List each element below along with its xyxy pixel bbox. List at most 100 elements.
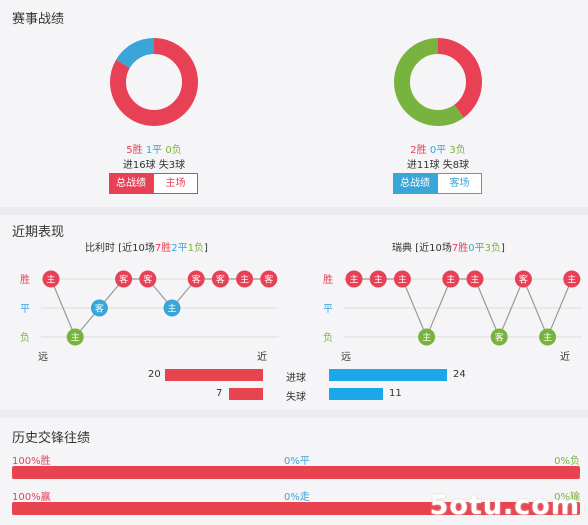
section-title: 近期表现 bbox=[12, 225, 65, 240]
form-point bbox=[393, 270, 411, 288]
team-name: 瑞典 bbox=[392, 243, 412, 254]
form-venue-label: 主 bbox=[446, 274, 455, 286]
recent-losses: 1负 bbox=[187, 243, 204, 254]
summary-suffix: ] bbox=[500, 243, 505, 254]
h2h-lose-pct: 0%输 bbox=[554, 492, 580, 503]
h2h-draw-pct: 0%平 bbox=[284, 456, 310, 467]
home-record-tabs: 总战绩 主场 bbox=[109, 173, 198, 194]
away-form-header: 瑞典 [近10场7胜0平3负] bbox=[392, 239, 505, 254]
form-venue-label: 客 bbox=[119, 274, 128, 286]
record-panel: 赛事战绩 5胜 1平 0负 进16球 失3球 2胜 0平 3负 进11球 失8球… bbox=[0, 0, 588, 207]
form-point bbox=[187, 270, 205, 288]
h2h-handicap-bar bbox=[12, 502, 580, 515]
home-conceded-bar bbox=[228, 388, 263, 400]
form-point bbox=[211, 270, 229, 288]
form-venue-label: 主 bbox=[46, 274, 55, 286]
far-label: 远 bbox=[341, 352, 351, 363]
form-venue-label: 主 bbox=[543, 332, 552, 344]
win-count: 2胜 bbox=[410, 145, 427, 156]
summary-prefix: [近10场 bbox=[415, 243, 452, 254]
h2h-cover-pct: 100%赢 bbox=[12, 492, 51, 503]
loss-count: 3负 bbox=[449, 145, 466, 156]
tab-overall[interactable]: 总战绩 bbox=[393, 173, 437, 194]
donut-slice-draw bbox=[110, 38, 198, 126]
scored-label: 进球 bbox=[286, 373, 306, 384]
form-line bbox=[50, 278, 269, 339]
away-conceded-value: 11 bbox=[389, 388, 402, 399]
form-point bbox=[514, 270, 532, 288]
axis-win-label: 胜 bbox=[323, 275, 333, 286]
form-venue-label: 主 bbox=[240, 274, 249, 286]
home-goals-summary: 进16球 失3球 bbox=[122, 160, 186, 171]
away-record-counts: 2胜 0平 3负 bbox=[338, 141, 538, 156]
tab-away[interactable]: 客场 bbox=[437, 173, 482, 194]
h2h-win-pct: 100%胜 bbox=[12, 456, 51, 467]
recent-form-panel: 近期表现 比利时 [近10场7胜2平1负] 瑞典 [近10场7胜0平3负] 胜 … bbox=[0, 215, 588, 410]
tab-home[interactable]: 主场 bbox=[153, 173, 198, 194]
section-title: 赛事战绩 bbox=[12, 12, 65, 27]
recent-draws: 0平 bbox=[468, 243, 485, 254]
form-venue-label: 主 bbox=[567, 274, 576, 286]
axis-draw-label: 平 bbox=[323, 304, 333, 315]
recent-wins: 7胜 bbox=[154, 243, 172, 254]
draw-count: 1平 bbox=[145, 145, 163, 156]
team-name: 比利时 bbox=[85, 243, 115, 254]
conceded-label: 失球 bbox=[286, 392, 306, 403]
away-record-donut bbox=[394, 38, 482, 126]
form-point bbox=[260, 270, 278, 288]
h2h-push-pct: 0%走 bbox=[284, 492, 310, 503]
axis-loss-label: 负 bbox=[20, 333, 30, 344]
form-point bbox=[490, 328, 508, 346]
recent-draws: 2平 bbox=[171, 243, 188, 254]
watermark: 5otu.com bbox=[429, 490, 580, 521]
donut-slice-loss bbox=[394, 38, 482, 126]
form-point bbox=[42, 270, 60, 288]
form-venue-label: 客 bbox=[95, 303, 104, 315]
form-venue-label: 主 bbox=[349, 274, 358, 286]
h2h-result-bar bbox=[12, 466, 580, 479]
form-point bbox=[418, 328, 436, 346]
form-point bbox=[345, 270, 363, 288]
form-venue-label: 主 bbox=[167, 303, 176, 315]
loss-count: 0负 bbox=[165, 145, 182, 156]
form-venue-label: 主 bbox=[71, 332, 80, 344]
form-venue-label: 主 bbox=[422, 332, 431, 344]
away-scored-bar bbox=[329, 369, 447, 381]
form-venue-label: 客 bbox=[143, 274, 152, 286]
form-venue-label: 客 bbox=[192, 274, 201, 286]
win-count: 5胜 bbox=[126, 145, 143, 156]
home-scored-bar bbox=[165, 369, 263, 381]
form-point bbox=[236, 270, 254, 288]
near-label: 近 bbox=[560, 352, 570, 363]
form-point bbox=[66, 328, 84, 346]
home-scored-value: 20 bbox=[148, 369, 161, 380]
section-title: 历史交锋往绩 bbox=[12, 431, 91, 446]
away-goals-summary: 进11球 失8球 bbox=[406, 160, 470, 171]
form-venue-label: 客 bbox=[216, 274, 225, 286]
summary-suffix: ] bbox=[203, 243, 208, 254]
tab-overall[interactable]: 总战绩 bbox=[109, 173, 153, 194]
form-point bbox=[369, 270, 387, 288]
recent-wins: 7胜 bbox=[451, 243, 469, 254]
form-line bbox=[354, 277, 573, 339]
away-scored-value: 24 bbox=[453, 369, 466, 380]
form-charts: 主主客客 客主客客主客 主主主主主 主客客主主 bbox=[41, 270, 582, 346]
near-label: 近 bbox=[257, 352, 267, 363]
home-form-header: 比利时 [近10场7胜2平1负] bbox=[85, 239, 208, 254]
axis-win-label: 胜 bbox=[20, 275, 30, 286]
h2h-loss-pct: 0%负 bbox=[554, 456, 580, 467]
form-venue-label: 客 bbox=[264, 274, 273, 286]
form-point bbox=[563, 270, 581, 288]
form-venue-label: 主 bbox=[374, 274, 383, 286]
form-point bbox=[139, 270, 157, 288]
form-venue-label: 客 bbox=[519, 274, 528, 286]
home-conceded-value: 7 bbox=[216, 388, 223, 399]
form-point bbox=[115, 270, 133, 288]
form-venue-label: 客 bbox=[495, 332, 504, 344]
far-label: 远 bbox=[38, 352, 48, 363]
axis-loss-label: 负 bbox=[323, 333, 333, 344]
form-point bbox=[442, 270, 460, 288]
form-venue-label: 主 bbox=[398, 274, 407, 286]
form-point bbox=[90, 299, 108, 317]
home-record-donut bbox=[110, 38, 198, 126]
